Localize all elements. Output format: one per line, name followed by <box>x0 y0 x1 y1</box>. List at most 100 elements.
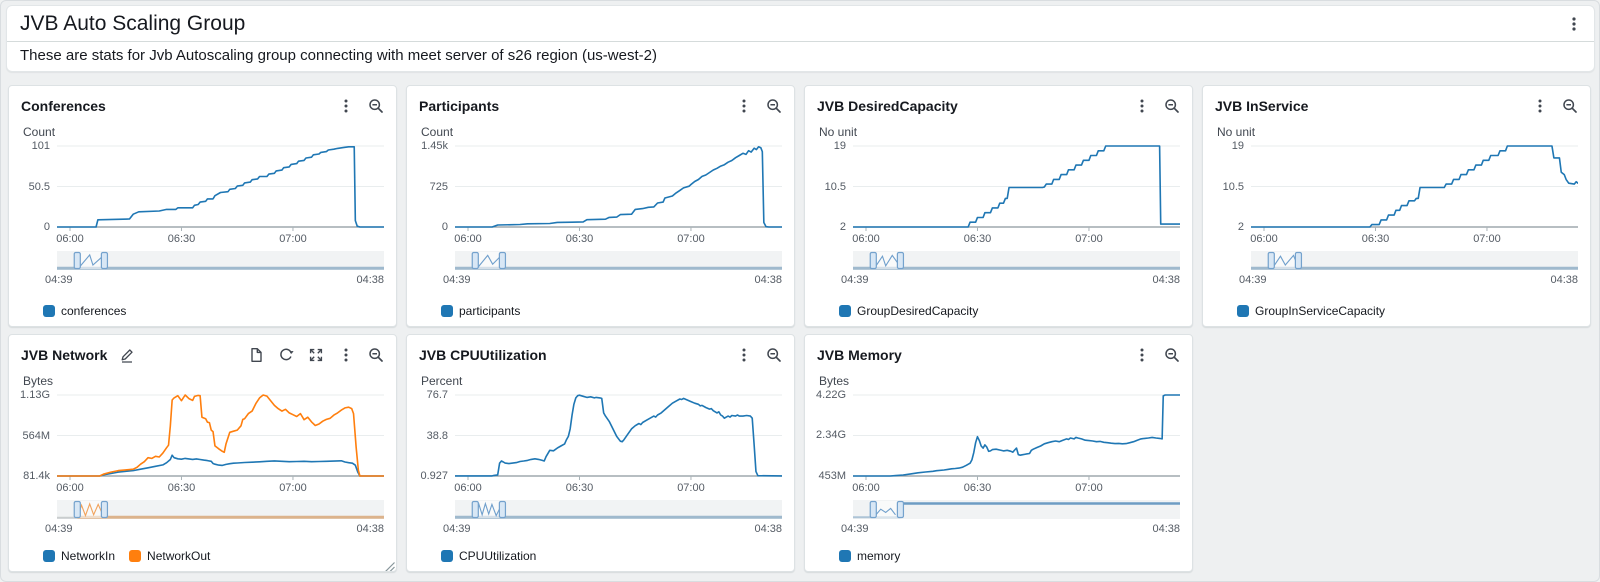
jvb-memory-chart[interactable] <box>853 390 1180 482</box>
x-tick-label: 06:30 <box>167 233 196 245</box>
series-line-NetworkIn <box>57 454 384 477</box>
jvb-desired-capacity-minimap[interactable] <box>853 251 1180 271</box>
panel-header: Conferences <box>21 95 384 117</box>
jvb-memory-minimap[interactable] <box>853 500 1180 520</box>
timeline-minimap[interactable] <box>57 500 384 520</box>
kebab-menu-icon <box>344 99 347 113</box>
timeline-minimap[interactable] <box>455 251 782 271</box>
legend: memory <box>839 545 1180 563</box>
legend-item[interactable]: participants <box>441 304 520 318</box>
zoom-out-button[interactable] <box>367 347 384 364</box>
brush-handle-left[interactable] <box>471 500 479 519</box>
timeline-minimap[interactable] <box>57 251 384 271</box>
brush-handle-right[interactable] <box>896 251 905 270</box>
brush-handle-left[interactable] <box>1267 251 1275 270</box>
range-start-label: 04:39 <box>841 274 869 286</box>
panel-menu-button[interactable] <box>337 347 354 364</box>
zoom-out-button[interactable] <box>367 98 384 115</box>
expand-button[interactable] <box>307 347 324 364</box>
download-document-icon <box>250 348 262 362</box>
resize-handle[interactable] <box>384 559 395 571</box>
download-document-button[interactable] <box>247 347 264 364</box>
brush-handle-left[interactable] <box>869 500 877 519</box>
jvb-desired-capacity-chart[interactable] <box>853 141 1180 233</box>
brush-handle-right[interactable] <box>498 251 507 270</box>
participants-chart[interactable] <box>455 141 782 233</box>
x-tick-label: 06:00 <box>56 233 84 245</box>
brush-handle-right[interactable] <box>100 251 109 270</box>
y-tick-label: 2 <box>839 221 846 233</box>
jvb-network-chart[interactable] <box>57 390 384 482</box>
dashboard-menu-button[interactable] <box>1565 16 1582 33</box>
zoom-out-button[interactable] <box>765 347 782 364</box>
brush-handle-right[interactable] <box>1294 251 1303 270</box>
panel-title: JVB Network <box>21 347 108 363</box>
brush-handle-left[interactable] <box>73 251 81 270</box>
timeline-minimap[interactable] <box>853 251 1180 271</box>
x-tick-label: 06:00 <box>1250 233 1278 245</box>
zoom-out-icon <box>766 99 781 113</box>
timeline-minimap[interactable] <box>455 500 782 520</box>
panel-menu-button[interactable] <box>337 98 354 115</box>
zoom-out-button[interactable] <box>1561 98 1578 115</box>
participants-minimap[interactable] <box>455 251 782 271</box>
legend-item[interactable]: conferences <box>43 304 126 318</box>
panel-menu-button[interactable] <box>1133 98 1150 115</box>
chart-area: 19 10.5 2 <box>1215 140 1578 233</box>
zoom-out-button[interactable] <box>765 98 782 115</box>
panel-menu-button[interactable] <box>1531 98 1548 115</box>
panel-jvb-network: JVB Network Bytes 1.13G 564M 81.4k 06:00 06:30… <box>8 334 397 572</box>
x-axis-labels: 06:00 06:30 07:00 <box>454 482 782 497</box>
brush-handle-left[interactable] <box>471 251 479 270</box>
panel-menu-button[interactable] <box>1133 347 1150 364</box>
zoom-out-button[interactable] <box>1163 347 1180 364</box>
y-axis: 101 50.5 0 <box>21 140 57 233</box>
legend-item[interactable]: NetworkOut <box>129 549 210 563</box>
x-tick-label: 06:00 <box>56 482 84 494</box>
refresh-button[interactable] <box>277 347 294 364</box>
time-range-row: 04:39 04:38 <box>841 274 1180 286</box>
timeline-minimap[interactable] <box>853 500 1180 520</box>
zoom-out-button[interactable] <box>1163 98 1180 115</box>
jvb-cpu-utilization-minimap[interactable] <box>455 500 782 520</box>
legend-item[interactable]: GroupInServiceCapacity <box>1237 304 1385 318</box>
legend-label: CPUUtilization <box>459 549 537 563</box>
series-line-GroupInServiceCapacity <box>1251 145 1578 228</box>
legend-item[interactable]: CPUUtilization <box>441 549 536 563</box>
chart-area: 4.22G 2.34G 453M <box>816 389 1180 482</box>
brush-handle-left[interactable] <box>869 251 877 270</box>
x-tick-label: 07:00 <box>1075 233 1103 245</box>
legend-swatch <box>441 305 453 317</box>
kebab-menu-icon <box>742 348 745 362</box>
plot-area <box>455 141 782 233</box>
plot-area <box>853 141 1180 233</box>
edit-title-button[interactable] <box>118 347 135 364</box>
jvb-cpu-utilization-chart[interactable] <box>455 390 782 482</box>
timeline-minimap[interactable] <box>1251 251 1578 271</box>
jvb-network-minimap[interactable] <box>57 500 384 520</box>
panel-menu-button[interactable] <box>735 98 752 115</box>
brush-handle-right[interactable] <box>896 500 905 519</box>
legend-item[interactable]: memory <box>839 549 900 563</box>
conferences-chart[interactable] <box>57 141 384 233</box>
conferences-minimap[interactable] <box>57 251 384 271</box>
panel-jvb-desired-capacity: JVB DesiredCapacity No unit 19 10.5 2 06:00 06… <box>804 85 1193 327</box>
legend-item[interactable]: GroupDesiredCapacity <box>839 304 978 318</box>
panel-toolbar <box>735 347 782 364</box>
legend-item[interactable]: NetworkIn <box>43 549 115 563</box>
panel-title: JVB InService <box>1215 98 1309 114</box>
refresh-icon <box>279 348 294 361</box>
panel-menu-button[interactable] <box>735 347 752 364</box>
y-tick-label: 4.22G <box>816 389 846 401</box>
x-tick-label: 06:30 <box>565 482 594 494</box>
y-tick-label: 1.45k <box>421 140 448 152</box>
brush-handle-left[interactable] <box>73 500 81 519</box>
brush-handle-right[interactable] <box>498 500 507 519</box>
y-tick-label: 0.927 <box>420 470 448 482</box>
brush-handle-right[interactable] <box>100 500 109 519</box>
jvb-in-service-chart[interactable] <box>1251 141 1578 233</box>
legend: CPUUtilization <box>441 545 782 563</box>
chart-area: 1.13G 564M 81.4k <box>20 389 384 482</box>
jvb-in-service-minimap[interactable] <box>1251 251 1578 271</box>
